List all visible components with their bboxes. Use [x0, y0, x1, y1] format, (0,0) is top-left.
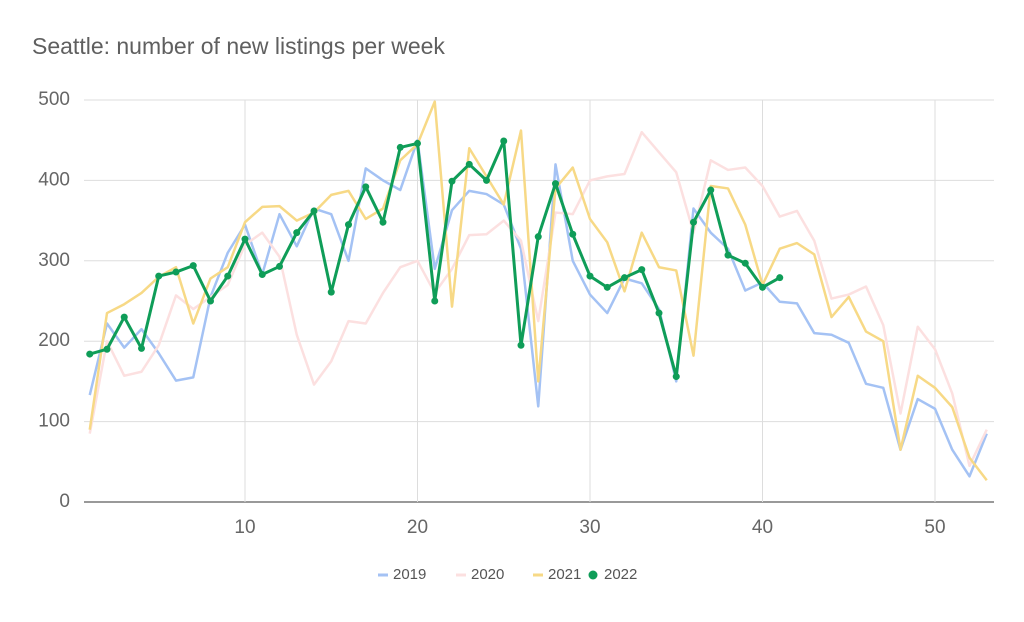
x-tick-label: 40 — [752, 517, 773, 538]
y-tick-label: 300 — [38, 250, 70, 271]
data-point — [569, 230, 577, 238]
data-point — [638, 266, 646, 274]
data-point — [224, 272, 232, 280]
legend-label: 2019 — [393, 566, 426, 583]
data-point — [534, 233, 542, 241]
legend-label: 2021 — [548, 566, 581, 583]
data-point — [724, 251, 732, 259]
data-point — [500, 137, 508, 145]
y-tick-label: 100 — [38, 411, 70, 432]
data-point — [655, 309, 663, 317]
y-tick-label: 0 — [59, 491, 70, 512]
data-point — [517, 341, 525, 349]
data-point — [155, 272, 163, 280]
data-point — [586, 272, 594, 280]
data-point — [138, 344, 145, 352]
data-point — [448, 177, 456, 185]
x-tick-label: 20 — [407, 517, 428, 538]
data-point — [120, 313, 128, 321]
data-point — [86, 350, 94, 358]
data-point — [690, 218, 697, 226]
data-point — [603, 283, 611, 291]
data-point — [552, 180, 559, 188]
data-point — [621, 274, 628, 282]
data-point — [362, 183, 370, 191]
data-point — [103, 345, 111, 353]
data-point — [672, 373, 680, 381]
data-point — [258, 270, 266, 278]
data-point — [327, 288, 335, 296]
y-tick-label: 500 — [38, 89, 70, 110]
series-line — [88, 100, 988, 482]
data-point — [207, 297, 214, 305]
x-tick-label: 10 — [234, 517, 255, 538]
data-point — [483, 176, 490, 184]
data-point — [310, 207, 318, 215]
data-point — [172, 268, 180, 276]
data-point — [741, 259, 749, 267]
data-point — [189, 262, 197, 270]
y-tick-label: 200 — [38, 330, 70, 351]
data-point — [379, 218, 387, 226]
data-point — [414, 139, 421, 147]
legend-marker — [588, 570, 598, 580]
data-point — [276, 262, 283, 270]
data-point — [776, 274, 784, 282]
data-point — [345, 221, 352, 229]
y-tick-label: 400 — [38, 169, 70, 190]
legend-label: 2022 — [604, 566, 637, 583]
data-point — [241, 235, 249, 243]
data-point — [465, 160, 473, 168]
x-tick-label: 50 — [924, 517, 945, 538]
data-point — [396, 143, 404, 151]
data-point — [707, 186, 715, 194]
series-line — [88, 130, 988, 468]
x-tick-label: 30 — [579, 517, 600, 538]
series-line — [88, 138, 988, 478]
data-point — [293, 229, 301, 237]
chart-title: Seattle: number of new listings per week — [32, 33, 445, 59]
data-point — [759, 283, 766, 291]
data-point — [431, 297, 439, 305]
legend-label: 2020 — [471, 566, 504, 583]
